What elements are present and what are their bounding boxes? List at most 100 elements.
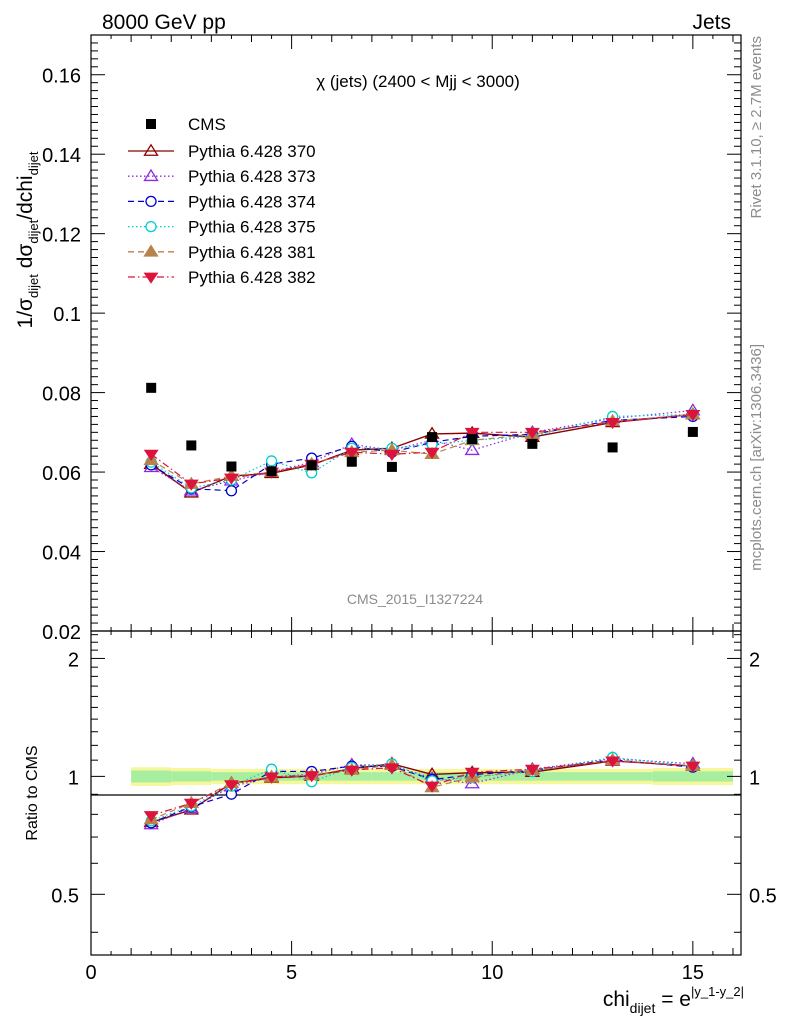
legend-marker	[143, 244, 159, 257]
y-tick-label: 0.04	[42, 543, 81, 565]
main-panel: 0.02 0.04 0.06 0.08 0.1 0.12 0.14 0.16 χ (jets)…	[42, 34, 742, 644]
ratio-point	[344, 765, 360, 777]
y-tick-label: 0.12	[42, 225, 81, 247]
series-point	[524, 427, 540, 440]
cms-point	[467, 434, 478, 445]
ratio-y-tick-label-left: 0.5	[51, 885, 79, 907]
legend-label: Pythia 6.428 373	[188, 167, 316, 186]
legend-marker	[143, 272, 159, 284]
cms-point	[146, 382, 157, 393]
legend-marker	[143, 143, 159, 156]
series-point	[143, 449, 159, 461]
ratio-series-layer	[143, 751, 701, 830]
cms-point	[346, 456, 357, 467]
series-line	[150, 413, 693, 485]
y-tick-label: 0.14	[42, 145, 81, 167]
ratio-point	[424, 781, 440, 793]
ratio-point	[524, 764, 540, 776]
series-point	[464, 442, 480, 456]
ratio-point	[143, 811, 159, 823]
cms-point	[306, 460, 317, 471]
cms-point	[607, 442, 618, 453]
cms-point	[186, 440, 197, 451]
legend-label: Pythia 6.428 382	[188, 268, 316, 287]
watermark: CMS_2015_I1327224	[347, 591, 483, 607]
y-tick-label: 0.08	[42, 384, 81, 406]
series-line	[150, 409, 693, 492]
x-tick-label: 10	[481, 962, 503, 984]
legend-label: Pythia 6.428 375	[188, 218, 316, 237]
chart-title: χ (jets) (2400 < Mjj < 3000)	[316, 72, 520, 91]
ratio-band-inner	[572, 772, 653, 781]
x-tick-label: 0	[85, 962, 96, 984]
y-axis-label: 1/σdijet dσdijet/dchidijet	[14, 151, 41, 328]
ratio-point	[464, 776, 480, 789]
x-tick-label: 15	[682, 962, 704, 984]
mcplots-label: mcplots.cern.ch [arXiv:1306.3436]	[748, 344, 765, 571]
ratio-y-tick-labels: 0.5 0.5 1 1 2 2	[51, 649, 777, 907]
legend-label: Pythia 6.428 370	[188, 142, 316, 161]
legend-label-cms: CMS	[188, 115, 226, 134]
series-line	[150, 413, 693, 489]
ratio-point	[464, 767, 480, 779]
series-point	[464, 427, 480, 440]
ratio-point	[384, 763, 400, 775]
ratio-axis-ticks	[90, 631, 741, 955]
ratio-y-tick-label-left: 2	[68, 649, 79, 671]
ratio-point	[304, 771, 320, 783]
ratio-point	[685, 761, 701, 773]
x-axis-label: chidijet = e|y_1-y_2|	[603, 984, 744, 1016]
cms-point	[527, 438, 538, 449]
ratio-band-inner	[652, 771, 733, 782]
series-point	[424, 447, 440, 459]
y-tick-label: 0.06	[42, 463, 81, 485]
series-point	[225, 485, 238, 497]
cms-point	[266, 466, 277, 477]
ratio-line	[150, 759, 693, 824]
legend-marker	[145, 220, 157, 233]
header-left: 8000 GeV pp	[102, 11, 226, 34]
cms-point	[427, 432, 438, 443]
ratio-line	[151, 760, 693, 817]
ratio-line	[150, 756, 693, 822]
ratio-band-inner	[371, 772, 412, 781]
legend-label: Pythia 6.428 381	[188, 243, 316, 262]
ratio-y-tick-label-right: 0.5	[749, 885, 777, 907]
ratio-y-tick-label-right: 2	[749, 649, 760, 671]
ratio-y-tick-label-left: 1	[68, 767, 79, 789]
main-series-layer	[143, 403, 701, 498]
series-point	[223, 473, 239, 485]
ratio-point	[223, 780, 239, 792]
legend-marker-cms	[146, 119, 156, 129]
rivet-label: Rivet 3.1.10, ≥ 2.7M events	[748, 36, 765, 219]
y-tick-label: 0.16	[42, 66, 81, 88]
series-point	[384, 449, 400, 461]
cms-point	[687, 426, 698, 437]
ratio-band-inner	[131, 770, 172, 783]
y-tick-label: 0.02	[42, 622, 81, 644]
legend-marker	[145, 195, 157, 208]
ratio-frame	[90, 630, 742, 956]
cms-point	[226, 461, 237, 472]
series-line	[150, 415, 693, 492]
header-right: Jets	[692, 11, 731, 34]
ratio-band-inner	[171, 771, 212, 782]
series-point	[605, 418, 621, 430]
series-line	[150, 413, 693, 485]
main-axis-ticks	[90, 34, 741, 632]
legend: CMS Pythia 6.428 370 Pythia 6.428 373 Pythi…	[128, 115, 316, 287]
series-point	[265, 455, 278, 467]
ratio-y-label: Ratio to CMS	[24, 745, 41, 840]
x-tick-labels: 0 5 10 15	[85, 962, 704, 984]
cms-point	[386, 461, 397, 472]
x-tick-label: 5	[286, 962, 297, 984]
series-point	[344, 447, 360, 459]
cms-data-layer	[146, 382, 698, 477]
ratio-point	[264, 772, 279, 784]
series-point	[685, 410, 701, 422]
y-tick-label: 0.1	[53, 304, 81, 326]
ratio-point	[183, 798, 199, 810]
legend-marker	[143, 168, 159, 182]
ratio-point	[605, 756, 621, 768]
